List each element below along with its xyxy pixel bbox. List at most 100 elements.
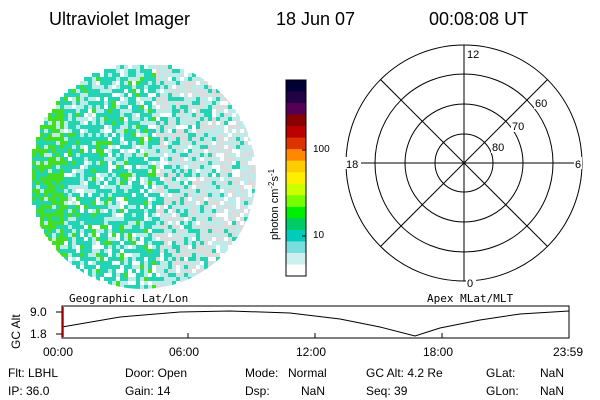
uv-pixel: [156, 209, 160, 213]
uv-pixel: [44, 229, 48, 233]
uv-pixel: [48, 209, 52, 213]
uv-pixel: [68, 181, 72, 185]
uv-pixel: [92, 81, 96, 85]
uv-pixel: [244, 213, 248, 217]
uv-pixel: [84, 161, 88, 165]
uv-pixel: [76, 109, 80, 113]
uv-pixel: [236, 189, 240, 193]
uv-pixel: [52, 185, 56, 189]
uv-pixel: [220, 201, 224, 205]
uv-pixel: [240, 185, 244, 189]
uv-pixel: [172, 205, 176, 209]
uv-pixel: [152, 145, 156, 149]
uv-pixel: [212, 93, 216, 97]
uv-pixel: [68, 189, 72, 193]
uv-pixel: [40, 213, 44, 217]
uv-pixel: [180, 93, 184, 97]
uv-pixel: [184, 105, 188, 109]
uv-pixel: [140, 89, 144, 93]
uv-pixel: [104, 253, 108, 257]
uv-pixel: [64, 213, 68, 217]
uv-pixel: [224, 205, 228, 209]
uv-pixel: [224, 177, 228, 181]
uv-pixel: [196, 205, 200, 209]
mlt-label-12: 12: [467, 49, 479, 61]
uv-pixel: [60, 129, 64, 133]
uv-pixel: [96, 269, 100, 273]
uv-pixel: [192, 173, 196, 177]
uv-pixel: [108, 165, 112, 169]
uv-pixel: [140, 133, 144, 137]
uv-pixel: [184, 129, 188, 133]
uv-pixel: [172, 109, 176, 113]
uv-pixel: [116, 233, 120, 237]
uv-pixel: [200, 189, 204, 193]
uv-pixel: [56, 221, 60, 225]
uv-pixel: [164, 153, 168, 157]
uv-pixel: [100, 89, 104, 93]
uv-pixel: [44, 125, 48, 129]
uv-pixel: [188, 73, 192, 77]
uv-pixel: [96, 217, 100, 221]
uv-pixel: [228, 133, 232, 137]
uv-pixel: [96, 133, 100, 137]
uv-pixel: [92, 221, 96, 225]
uv-pixel: [192, 121, 196, 125]
uv-pixel: [136, 281, 140, 285]
uv-pixel: [244, 197, 248, 201]
uv-pixel: [216, 197, 220, 201]
uv-pixel: [40, 173, 44, 177]
uv-pixel: [44, 157, 48, 161]
uv-pixel: [48, 141, 52, 145]
uv-pixel: [112, 169, 116, 173]
uv-pixel: [124, 149, 128, 153]
uv-pixel: [168, 213, 172, 217]
uv-pixel: [160, 173, 164, 177]
uv-pixel: [168, 177, 172, 181]
uv-pixel: [128, 205, 132, 209]
uv-pixel: [44, 169, 48, 173]
uv-pixel: [124, 241, 128, 245]
uv-pixel: [128, 221, 132, 225]
uv-pixel: [156, 205, 160, 209]
uv-pixel: [72, 117, 76, 121]
uv-pixel: [176, 161, 180, 165]
uv-pixel: [76, 141, 80, 145]
uv-pixel: [200, 77, 204, 81]
uv-pixel: [112, 153, 116, 157]
uv-pixel: [108, 69, 112, 73]
uv-pixel: [132, 85, 136, 89]
uv-pixel: [168, 229, 172, 233]
uv-pixel: [128, 149, 132, 153]
uv-pixel: [92, 233, 96, 237]
uv-pixel: [200, 209, 204, 213]
uv-pixel: [168, 273, 172, 277]
uv-pixel: [180, 181, 184, 185]
uv-pixel: [136, 249, 140, 253]
uv-pixel: [48, 157, 52, 161]
uv-pixel: [176, 237, 180, 241]
uv-pixel: [128, 285, 132, 289]
uv-pixel: [84, 93, 88, 97]
uv-pixel: [164, 109, 168, 113]
uv-pixel: [120, 193, 124, 197]
uv-pixel: [212, 185, 216, 189]
uv-pixel: [104, 81, 108, 85]
uv-pixel: [96, 129, 100, 133]
uv-pixel: [188, 173, 192, 177]
uv-pixel: [64, 257, 68, 261]
uv-pixel: [100, 205, 104, 209]
uv-pixel: [104, 157, 108, 161]
uv-pixel: [188, 77, 192, 81]
uv-pixel: [32, 189, 36, 193]
uv-pixel: [64, 157, 68, 161]
uv-pixel: [96, 249, 100, 253]
uv-pixel: [128, 89, 132, 93]
uv-pixel: [104, 165, 108, 169]
uv-pixel: [92, 265, 96, 269]
uv-pixel: [64, 181, 68, 185]
uv-pixel: [172, 245, 176, 249]
gain-info: Gain: 14: [125, 384, 171, 398]
uv-pixel: [224, 113, 228, 117]
uv-pixel: [212, 189, 216, 193]
